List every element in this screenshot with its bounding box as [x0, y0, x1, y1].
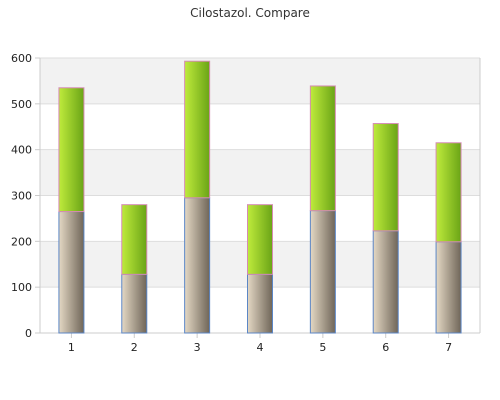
y-tick-labels: 0 100 200 300 400 500 600 — [11, 52, 32, 340]
x-tick-labels: 1 2 3 4 5 6 7 — [68, 341, 452, 354]
bar-top-2 — [121, 204, 148, 275]
x-tick-label-6: 6 — [382, 341, 389, 354]
y-tick-label-600: 600 — [11, 52, 32, 65]
x-tick-label-4: 4 — [257, 341, 264, 354]
y-tick-label-300: 300 — [11, 190, 32, 203]
bars — [58, 60, 462, 334]
bar-bottom-6 — [372, 230, 399, 334]
y-tick-label-100: 100 — [11, 281, 32, 294]
x-tick-label-7: 7 — [445, 341, 452, 354]
bar-top-3 — [184, 60, 211, 199]
bar-bottom-4 — [247, 273, 273, 334]
bar-bottom-7 — [435, 241, 462, 334]
bar-bottom-1 — [58, 211, 85, 334]
band-500-600 — [40, 58, 480, 104]
bar-top-6 — [372, 123, 399, 232]
x-tick-label-2: 2 — [131, 341, 138, 354]
x-tick-label-3: 3 — [194, 341, 201, 354]
bar-top-1 — [58, 87, 85, 213]
x-tick-label-5: 5 — [319, 341, 326, 354]
y-tick-label-200: 200 — [11, 235, 32, 248]
band-300-400 — [40, 149, 480, 196]
y-tick-label-500: 500 — [11, 98, 32, 111]
y-tick-label-0: 0 — [25, 327, 32, 340]
bar-bottom-2 — [121, 273, 148, 334]
bar-top-7 — [435, 142, 462, 243]
bar-bottom-5 — [309, 210, 336, 334]
bar-top-4 — [247, 204, 273, 275]
x-tick-label-1: 1 — [68, 341, 75, 354]
chart-title: Cilostazol. Compare — [190, 6, 310, 20]
bar-top-5 — [309, 85, 336, 212]
y-tick-label-400: 400 — [11, 144, 32, 157]
bar-bottom-3 — [184, 197, 211, 334]
